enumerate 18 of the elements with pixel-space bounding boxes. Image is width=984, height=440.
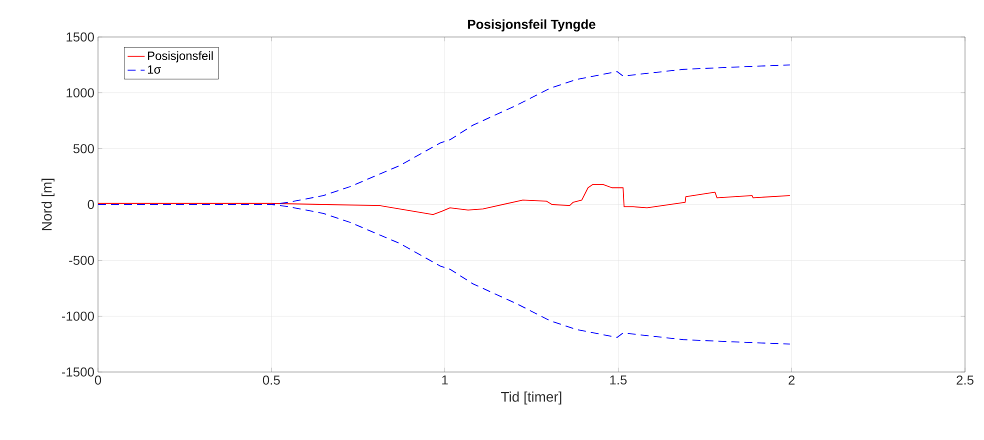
y-tick-label: -1500	[62, 367, 94, 377]
y-tick-label: 0	[88, 200, 94, 210]
y-tick-label: 1500	[66, 32, 94, 42]
y-tick-label: 500	[73, 144, 94, 154]
x-axis-title: Tid [timer]	[501, 392, 562, 405]
y-axis-title: Nord [m]	[42, 178, 55, 230]
y-tick-label: -500	[69, 256, 94, 265]
x-tick-label: 0	[94, 376, 102, 385]
y-tick-label: -1000	[62, 312, 94, 321]
chart-title: Posisjonsfeil Tyngde	[468, 19, 596, 32]
legend-label: 1σ	[148, 65, 161, 74]
x-tick-label: 0.5	[262, 376, 280, 385]
x-tick-label: 1.5	[610, 376, 627, 385]
y-tick-label: 1000	[66, 88, 94, 98]
legend-label: Posisjonsfeil	[148, 51, 213, 62]
x-tick-label: 2.5	[956, 376, 974, 385]
x-tick-label: 1	[442, 376, 448, 384]
x-tick-label: 2	[788, 376, 795, 385]
